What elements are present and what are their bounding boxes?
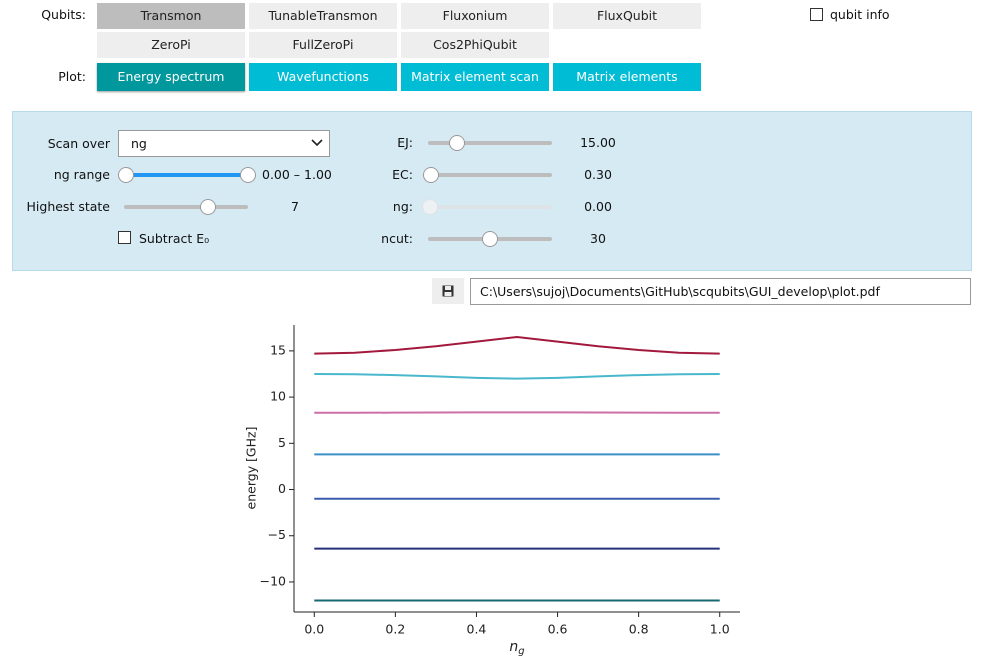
ng-range-label: ng range (53, 167, 110, 182)
highest-state-value: 7 (291, 199, 299, 214)
qubit-button[interactable]: TunableTransmon (249, 3, 397, 29)
scan-over-select[interactable]: ng (118, 130, 330, 157)
qubits-label: Qubits: (41, 7, 86, 22)
x-tick-label: 0.4 (467, 622, 487, 637)
subtract-label: Subtract E₀ (139, 231, 210, 246)
x-tick-label: 0.2 (385, 622, 405, 637)
x-tick-label: 0.6 (548, 622, 568, 637)
plot-button[interactable]: Matrix elements (553, 63, 701, 91)
save-button[interactable] (432, 278, 464, 304)
slider-knob[interactable] (482, 231, 498, 247)
ec-label: EC: (392, 167, 413, 182)
plot-button[interactable]: Matrix element scan (401, 63, 549, 91)
slider-knob[interactable] (200, 199, 216, 215)
x-label-symbol: n (509, 639, 518, 655)
qubit-button[interactable]: FullZeroPi (249, 32, 397, 58)
y-tick-label: 5 (278, 435, 286, 450)
slider-knob[interactable] (423, 167, 439, 183)
range-track (126, 173, 248, 177)
slider-knob (422, 199, 438, 215)
path-text: C:\Users\sujoj\Documents\GitHub\scqubits… (480, 284, 880, 299)
x-tick-label: 0.0 (304, 622, 324, 637)
ng-range-value: 0.00 – 1.00 (262, 167, 332, 182)
qubit-button[interactable]: Fluxonium (401, 3, 549, 29)
select-value: ng (131, 136, 147, 151)
qubit-info-label: qubit info (830, 7, 890, 22)
path-input[interactable]: C:\Users\sujoj\Documents\GitHub\scqubits… (470, 278, 971, 305)
qubit-button[interactable]: ZeroPi (97, 32, 245, 58)
slider-track (124, 205, 248, 209)
chevron (311, 139, 323, 147)
ng-value: 0.00 (584, 199, 612, 214)
y-tick-label: −5 (268, 527, 286, 542)
plot-button[interactable]: Wavefunctions (249, 63, 397, 91)
slider-track (428, 205, 552, 209)
slider-track (428, 173, 552, 177)
scan-over-label: Scan over (47, 136, 110, 151)
ncut-label: ncut: (381, 231, 413, 246)
subtract-checkbox[interactable] (118, 231, 131, 244)
qubit-button[interactable]: Transmon (97, 3, 245, 29)
y-axis-label: energy [GHz] (244, 427, 259, 510)
ej-value: 15.00 (580, 135, 616, 150)
x-label-subscript: g (518, 646, 524, 657)
energy-level (314, 336, 720, 355)
qubit-info-checkbox[interactable] (810, 8, 823, 21)
y-tick-label: −10 (260, 573, 286, 588)
ej-label: EJ: (397, 135, 413, 150)
y-tick-label: 0 (278, 481, 286, 496)
x-axis-label: ng (509, 639, 524, 657)
range-knob-high[interactable] (240, 167, 256, 183)
y-tick-label: 10 (270, 389, 286, 404)
range-knob-low[interactable] (118, 167, 134, 183)
slider-track (428, 141, 552, 145)
plot-button[interactable]: Energy spectrum (97, 63, 245, 91)
y-tick-label: 15 (270, 342, 286, 357)
ncut-value: 30 (590, 231, 606, 246)
highest-state-label: Highest state (26, 199, 110, 214)
qubit-button[interactable]: Cos2PhiQubit (401, 32, 549, 58)
save-icon (442, 285, 454, 297)
x-tick-label: 1.0 (710, 622, 730, 637)
x-tick-label: 0.8 (629, 622, 649, 637)
ng-label: ng: (392, 199, 413, 214)
energy-level (314, 372, 720, 380)
slider-knob[interactable] (449, 135, 465, 151)
ec-value: 0.30 (584, 167, 612, 182)
plot-label: Plot: (58, 69, 86, 84)
qubit-button[interactable]: FluxQubit (553, 3, 701, 29)
